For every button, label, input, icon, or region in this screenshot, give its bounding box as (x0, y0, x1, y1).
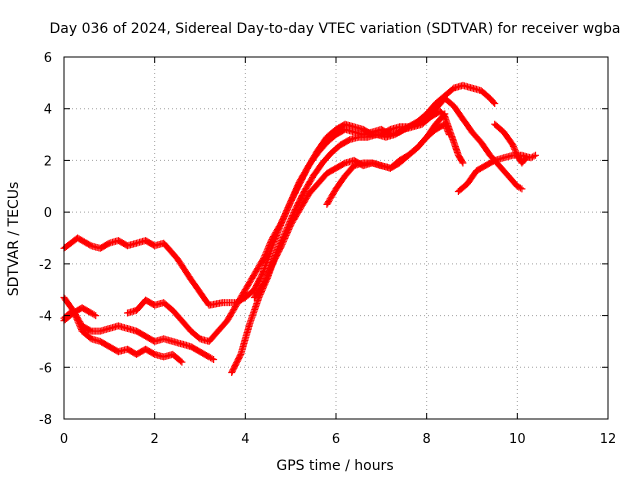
x-tick-label: 4 (241, 432, 249, 447)
x-tick-label: 12 (600, 432, 617, 447)
x-tick-label: 8 (423, 432, 431, 447)
data-markers (491, 120, 530, 167)
x-axis-label: GPS time / hours (276, 458, 393, 474)
y-tick-label: -4 (39, 310, 52, 325)
y-tick-label: 2 (44, 154, 52, 169)
y-tick-label: -6 (39, 361, 52, 376)
x-tick-label: 10 (509, 432, 526, 447)
data-markers (323, 110, 449, 208)
y-axis-label: SDTVAR / TECUs (6, 182, 22, 297)
series-track-10 (491, 120, 530, 167)
x-tick-label: 0 (60, 432, 68, 447)
x-axis: 0 2 4 6 8 10 12 (60, 57, 616, 447)
y-tick-label: 4 (44, 103, 52, 118)
x-tick-label: 6 (332, 432, 340, 447)
x-tick-label: 2 (151, 432, 159, 447)
chart-title: Day 036 of 2024, Sidereal Day-to-day VTE… (49, 21, 620, 37)
series-track-8 (323, 110, 449, 208)
y-tick-label: 0 (44, 206, 52, 221)
y-tick-label: 6 (44, 51, 52, 66)
y-axis: -8 -6 -4 -2 0 2 4 6 (39, 51, 608, 428)
y-tick-label: -2 (39, 258, 52, 273)
y-tick-label: -8 (39, 413, 52, 428)
